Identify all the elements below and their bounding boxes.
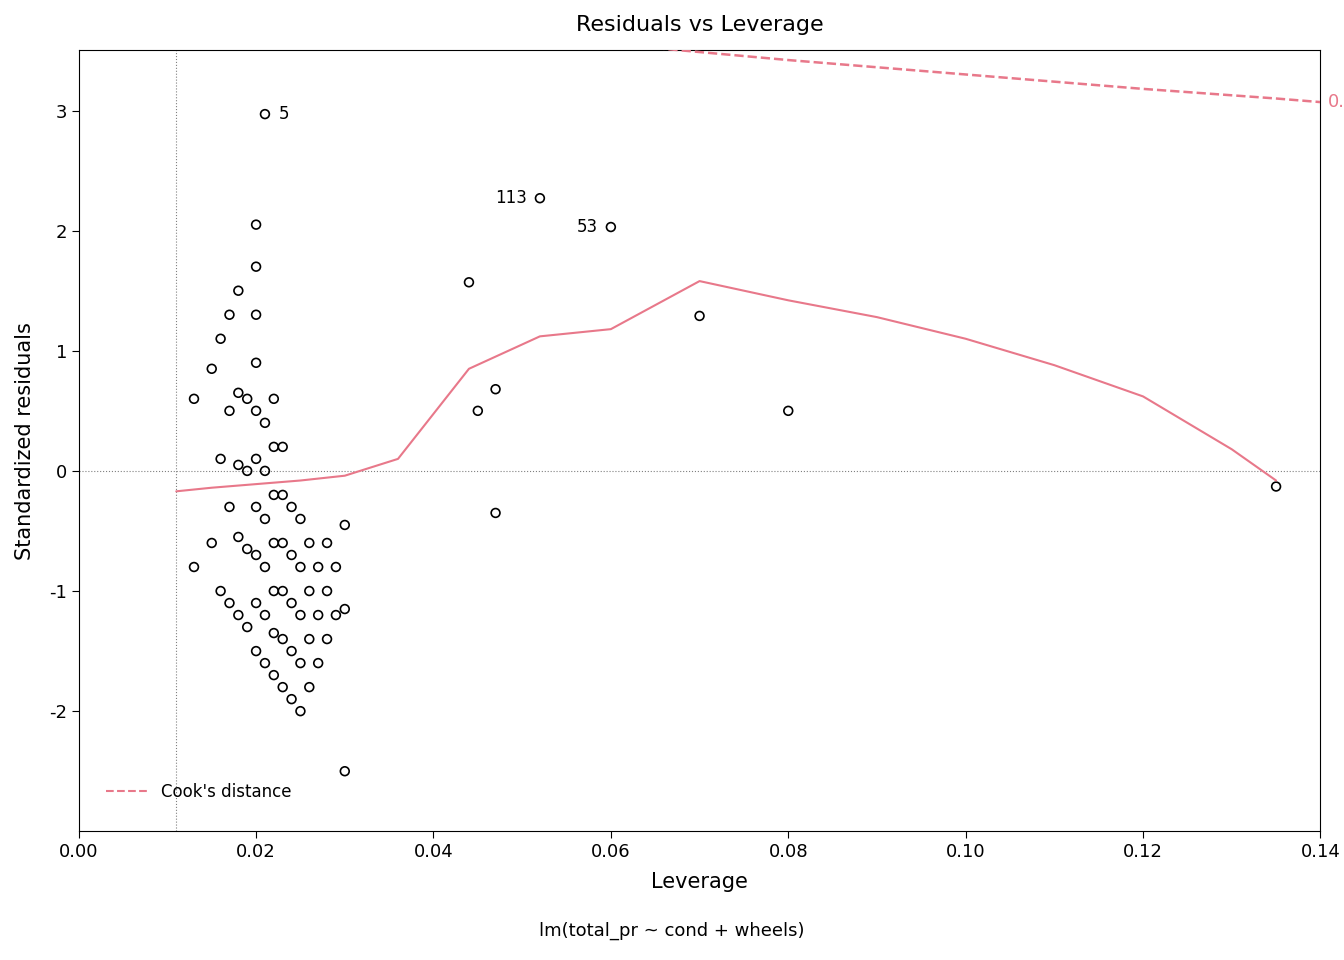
- Point: [263, 667, 285, 683]
- Point: [298, 584, 320, 599]
- Text: 113: 113: [495, 189, 527, 207]
- Point: [246, 403, 267, 419]
- Point: [325, 608, 347, 623]
- Point: [281, 499, 302, 515]
- Point: [308, 656, 329, 671]
- Point: [601, 219, 622, 234]
- Point: [237, 541, 258, 557]
- Point: [183, 560, 204, 575]
- Point: [271, 632, 293, 647]
- Point: [246, 499, 267, 515]
- Point: [227, 608, 249, 623]
- Point: [254, 464, 276, 479]
- Point: [458, 275, 480, 290]
- Point: [281, 547, 302, 563]
- Point: [202, 536, 223, 551]
- Point: [263, 625, 285, 640]
- Point: [290, 704, 312, 719]
- Point: [254, 107, 276, 122]
- Point: [290, 656, 312, 671]
- Text: lm(total_pr ~ cond + wheels): lm(total_pr ~ cond + wheels): [539, 922, 805, 940]
- Point: [316, 536, 337, 551]
- Text: 5: 5: [278, 105, 289, 123]
- Point: [335, 601, 356, 616]
- Point: [237, 391, 258, 406]
- Point: [335, 763, 356, 779]
- Point: [210, 451, 231, 467]
- Point: [219, 499, 241, 515]
- Point: [335, 517, 356, 533]
- Point: [227, 529, 249, 544]
- Point: [202, 361, 223, 376]
- Point: [281, 691, 302, 707]
- Point: [298, 536, 320, 551]
- Point: [246, 217, 267, 232]
- Point: [281, 595, 302, 611]
- Y-axis label: Standardized residuals: Standardized residuals: [15, 322, 35, 560]
- Point: [227, 385, 249, 400]
- Point: [263, 536, 285, 551]
- Point: [281, 643, 302, 659]
- Text: 53: 53: [577, 218, 598, 236]
- Point: [325, 560, 347, 575]
- Point: [468, 403, 489, 419]
- Point: [485, 381, 507, 396]
- Point: [246, 547, 267, 563]
- Point: [227, 457, 249, 472]
- Point: [246, 259, 267, 275]
- Point: [183, 391, 204, 406]
- Point: [219, 403, 241, 419]
- Point: [271, 488, 293, 503]
- Point: [316, 632, 337, 647]
- Point: [271, 536, 293, 551]
- Point: [530, 190, 551, 205]
- Point: [210, 331, 231, 347]
- Point: [778, 403, 800, 419]
- Point: [271, 584, 293, 599]
- Point: [246, 643, 267, 659]
- Point: [263, 584, 285, 599]
- Point: [689, 308, 711, 324]
- Point: [290, 560, 312, 575]
- Point: [263, 439, 285, 454]
- Point: [246, 307, 267, 323]
- Point: [263, 488, 285, 503]
- X-axis label: Leverage: Leverage: [650, 873, 749, 892]
- Legend: Cook's distance: Cook's distance: [99, 776, 298, 807]
- Point: [263, 391, 285, 406]
- Point: [298, 680, 320, 695]
- Point: [298, 632, 320, 647]
- Point: [246, 595, 267, 611]
- Point: [271, 439, 293, 454]
- Point: [246, 355, 267, 371]
- Point: [227, 283, 249, 299]
- Point: [316, 584, 337, 599]
- Point: [210, 584, 231, 599]
- Point: [246, 451, 267, 467]
- Point: [237, 619, 258, 635]
- Point: [290, 608, 312, 623]
- Point: [219, 307, 241, 323]
- Point: [308, 608, 329, 623]
- Text: 0.5: 0.5: [1328, 93, 1344, 111]
- Point: [1265, 479, 1286, 494]
- Point: [254, 512, 276, 527]
- Point: [254, 560, 276, 575]
- Point: [254, 608, 276, 623]
- Point: [485, 505, 507, 520]
- Point: [271, 680, 293, 695]
- Point: [237, 464, 258, 479]
- Point: [254, 656, 276, 671]
- Point: [219, 595, 241, 611]
- Title: Residuals vs Leverage: Residuals vs Leverage: [575, 15, 824, 35]
- Point: [254, 415, 276, 430]
- Point: [290, 512, 312, 527]
- Point: [308, 560, 329, 575]
